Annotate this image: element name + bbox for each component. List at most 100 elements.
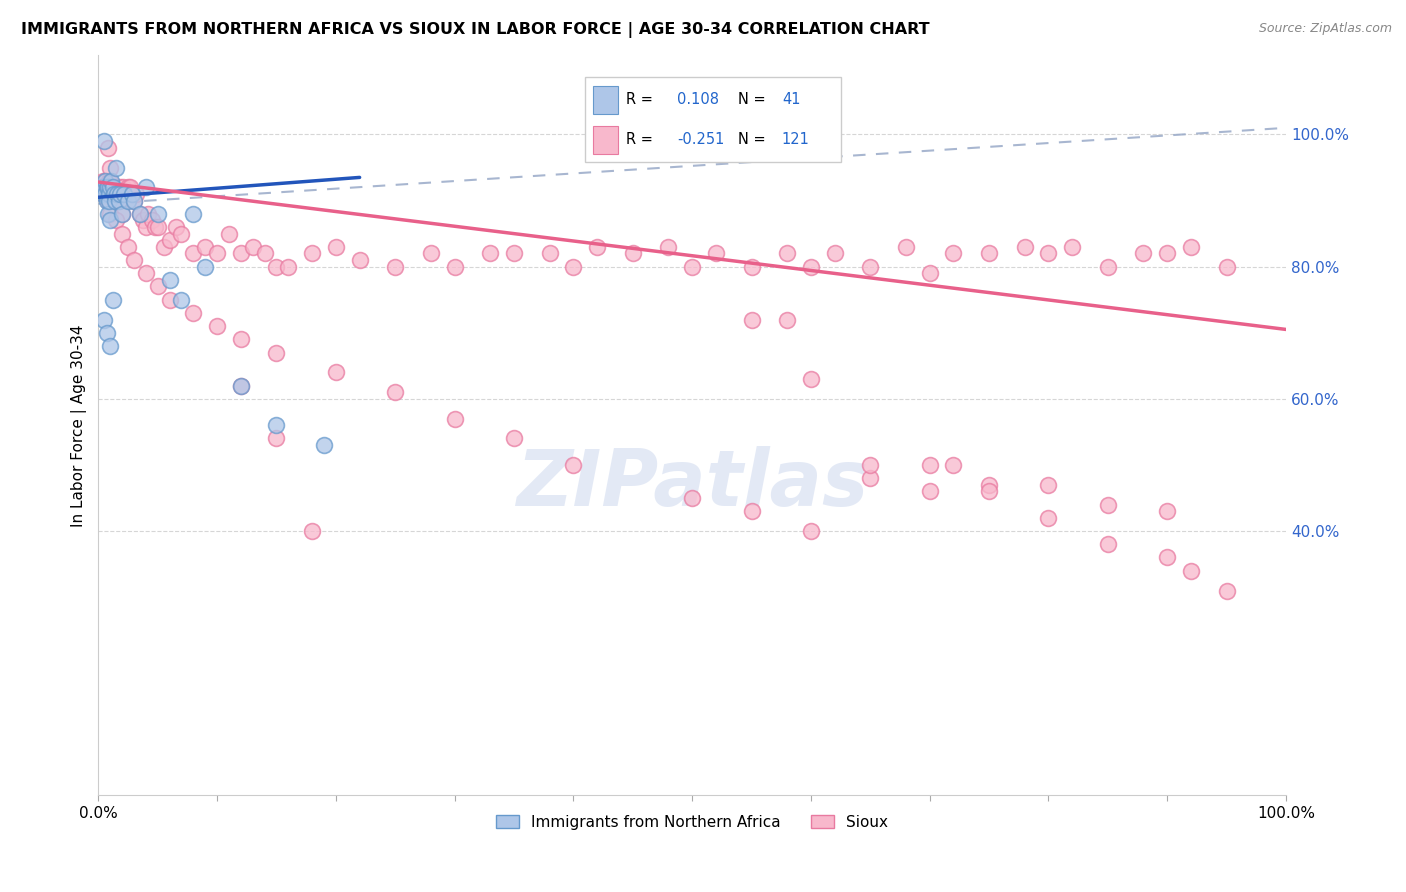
Point — [859, 458, 882, 472]
Point — [266, 432, 288, 446]
Point — [97, 207, 120, 221]
Point — [107, 194, 129, 208]
Point — [253, 246, 276, 260]
Point — [312, 438, 335, 452]
Point — [117, 240, 139, 254]
Point — [98, 161, 121, 175]
Point — [159, 293, 181, 307]
Point — [98, 174, 121, 188]
Point — [586, 240, 609, 254]
Y-axis label: In Labor Force | Age 30-34: In Labor Force | Age 30-34 — [72, 324, 87, 526]
Point — [129, 207, 152, 221]
Point — [110, 186, 132, 201]
Point — [704, 246, 727, 260]
Point — [135, 219, 157, 234]
Text: Source: ZipAtlas.com: Source: ZipAtlas.com — [1258, 22, 1392, 36]
Point — [657, 240, 679, 254]
Point — [183, 306, 205, 320]
Point — [1156, 550, 1178, 565]
Point — [108, 180, 131, 194]
Point — [101, 186, 124, 201]
Point — [942, 458, 965, 472]
Point — [97, 180, 120, 194]
Point — [122, 194, 145, 208]
Point — [122, 253, 145, 268]
Point — [443, 260, 465, 274]
Point — [101, 293, 124, 307]
Point — [1215, 583, 1237, 598]
Point — [266, 345, 288, 359]
Point — [229, 378, 252, 392]
Point — [562, 260, 585, 274]
Point — [384, 260, 406, 274]
Point — [194, 260, 217, 274]
Point — [1038, 510, 1060, 524]
Point — [104, 194, 127, 208]
Point — [1180, 564, 1202, 578]
Point — [105, 194, 128, 208]
Point — [100, 180, 122, 194]
Point — [229, 332, 252, 346]
Point — [141, 213, 163, 227]
Point — [681, 260, 703, 274]
Point — [90, 180, 112, 194]
Point — [111, 207, 134, 221]
Point — [183, 246, 205, 260]
Point — [194, 240, 217, 254]
Point — [776, 312, 799, 326]
Point — [98, 207, 121, 221]
Point — [91, 186, 114, 201]
Point — [1215, 260, 1237, 274]
Point — [93, 180, 115, 194]
Point — [503, 432, 526, 446]
Point — [98, 339, 121, 353]
Point — [104, 194, 127, 208]
Point — [741, 260, 763, 274]
Point — [132, 213, 155, 227]
Point — [165, 219, 187, 234]
Point — [135, 266, 157, 280]
Point — [146, 207, 169, 221]
Point — [1038, 246, 1060, 260]
Point — [103, 194, 125, 208]
Point — [977, 246, 1000, 260]
Point — [91, 174, 114, 188]
Point — [96, 326, 118, 340]
Point — [146, 279, 169, 293]
Text: ZIPatlas: ZIPatlas — [516, 447, 869, 523]
Point — [301, 246, 323, 260]
Point — [1156, 504, 1178, 518]
Point — [1097, 537, 1119, 551]
Point — [266, 418, 288, 433]
Point — [918, 458, 941, 472]
Point — [96, 194, 118, 208]
Point — [146, 219, 169, 234]
Point — [183, 207, 205, 221]
Point — [112, 180, 135, 194]
Point — [229, 246, 252, 260]
Point — [741, 312, 763, 326]
Point — [98, 194, 121, 208]
Point — [1097, 260, 1119, 274]
Point — [1014, 240, 1036, 254]
Point — [96, 180, 118, 194]
Point — [894, 240, 917, 254]
Point — [325, 365, 347, 379]
Point — [94, 186, 117, 201]
Point — [800, 372, 823, 386]
Point — [94, 174, 117, 188]
Point — [90, 180, 112, 194]
Point — [117, 180, 139, 194]
Point — [101, 180, 124, 194]
Point — [1062, 240, 1084, 254]
Point — [681, 491, 703, 505]
Point — [105, 213, 128, 227]
Point — [108, 186, 131, 201]
Point — [105, 186, 128, 201]
Point — [111, 207, 134, 221]
Point — [93, 186, 115, 201]
Point — [800, 524, 823, 538]
Point — [918, 266, 941, 280]
Point — [143, 219, 166, 234]
Point — [125, 186, 148, 201]
